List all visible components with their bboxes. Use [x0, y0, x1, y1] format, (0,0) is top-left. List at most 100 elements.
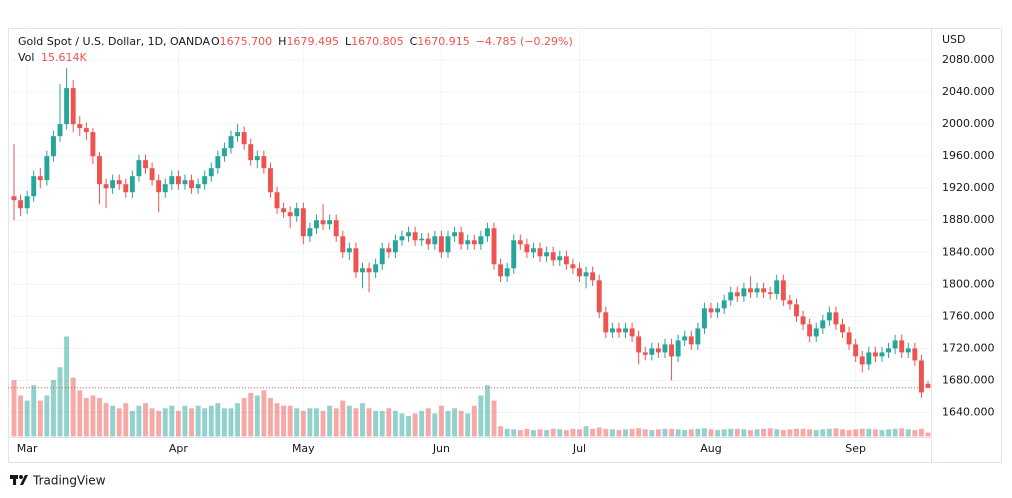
candle-body	[37, 176, 43, 181]
candle-body	[754, 288, 760, 293]
candle-body	[452, 232, 458, 237]
ohlc-key: L	[345, 35, 352, 48]
candle-body	[281, 208, 287, 213]
volume-bar	[892, 428, 898, 437]
candle-body	[241, 132, 247, 145]
candle-body	[412, 232, 418, 241]
volume-bar	[544, 430, 550, 437]
y-tick-label: 1960.000	[942, 149, 995, 162]
ohlc-value: 1670.915	[417, 35, 470, 48]
volume-bar	[300, 410, 306, 437]
candle-body	[320, 220, 326, 225]
volume-bar	[458, 410, 464, 437]
candle-body	[471, 240, 477, 245]
volume-bar	[504, 428, 510, 437]
volume-bar	[281, 405, 287, 437]
candle-body	[590, 272, 596, 281]
candle-body	[498, 264, 504, 277]
candle-body	[83, 128, 89, 133]
volume-bar	[899, 428, 905, 437]
candle-body	[820, 320, 826, 329]
candle-body	[116, 180, 122, 185]
candle-body	[129, 176, 135, 193]
label-layer: 1640.000 1680.000 1720.000 1760.000 1800.000…	[17, 53, 995, 455]
candle-body	[248, 144, 254, 161]
volume-bar	[688, 429, 694, 437]
volume-bar	[346, 405, 352, 437]
volume-bar	[241, 398, 247, 437]
volume-bar	[853, 429, 859, 437]
candle-body	[511, 240, 517, 269]
volume-bar	[754, 429, 760, 437]
candle-body	[346, 248, 352, 253]
candle-body	[655, 348, 661, 353]
candle-body	[807, 324, 813, 337]
volume-label: Vol	[18, 51, 34, 64]
candle-body	[688, 336, 694, 345]
candle-body	[859, 356, 865, 365]
candle-body	[918, 360, 924, 393]
ohlc: O1675.700 H1679.495 L1670.805 C1670.915 −4.7…	[211, 35, 573, 48]
volume-bar	[905, 429, 911, 437]
candle-body	[254, 156, 260, 161]
volume-bar	[149, 408, 155, 437]
volume-bar	[813, 430, 819, 437]
volume-bar	[629, 428, 635, 437]
volume-bar	[97, 398, 102, 437]
volume-bar	[445, 410, 451, 437]
candle-body	[202, 176, 208, 185]
candle-body	[77, 124, 83, 129]
volume-bar	[110, 405, 116, 437]
volume-bar	[129, 410, 135, 437]
volume-bar	[195, 405, 201, 437]
candle-body	[708, 308, 714, 313]
candle-body	[432, 236, 438, 245]
volume-bar	[327, 405, 333, 437]
volume-bar	[208, 405, 214, 437]
candle-body	[879, 352, 885, 357]
volume-bar	[741, 429, 747, 437]
candle-body	[747, 288, 753, 293]
x-tick-label: Mar	[17, 442, 38, 455]
volume-bar	[715, 430, 721, 437]
volume-bar	[675, 429, 681, 437]
candle-body	[675, 340, 681, 357]
candle-body	[287, 212, 293, 217]
candle-body	[103, 184, 109, 189]
candle-body	[899, 340, 905, 353]
volume-bar	[24, 400, 30, 437]
volume-bar	[136, 405, 142, 437]
candle-body	[458, 232, 464, 245]
volume-bar	[912, 430, 918, 437]
candle-body	[741, 288, 747, 297]
volume-value: 15.614K	[41, 51, 87, 64]
candle-body	[353, 248, 359, 273]
volume-bar	[866, 428, 872, 437]
candle-body	[70, 88, 76, 125]
candle-body	[307, 228, 313, 237]
candle-body	[175, 176, 181, 185]
ohlc-key: C	[410, 35, 418, 48]
candle-body	[228, 136, 234, 149]
y-tick-label: 1680.000	[942, 373, 995, 386]
candle-body	[629, 328, 635, 337]
volume-bar	[175, 410, 181, 437]
candle-body	[721, 300, 727, 309]
candle-body	[767, 292, 773, 294]
volume-bar	[531, 430, 536, 437]
candle-body	[517, 240, 523, 245]
x-tick-label: Sep	[845, 442, 866, 455]
candle-body	[208, 168, 214, 177]
volume-bar	[90, 395, 96, 437]
volume-bar	[77, 390, 83, 437]
candle-body	[682, 336, 688, 341]
candle-body	[156, 180, 162, 193]
candle-body	[425, 238, 431, 245]
candle-body	[616, 328, 622, 333]
volume-bar	[780, 430, 786, 437]
candle-body	[373, 264, 379, 273]
candle-body	[267, 168, 273, 193]
candle-body	[531, 248, 536, 253]
volume-bar	[44, 395, 50, 437]
candle-body	[649, 348, 655, 355]
